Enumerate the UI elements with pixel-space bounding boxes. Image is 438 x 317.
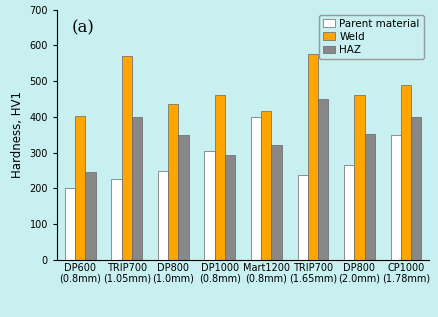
Bar [75,116,85,260]
Bar [308,54,318,260]
Y-axis label: Hardness, HV1: Hardness, HV1 [11,91,24,178]
Bar [65,188,75,260]
Bar [178,135,189,260]
Bar [111,179,122,260]
Bar [122,56,132,260]
Bar [158,171,168,260]
Bar [132,117,142,260]
Bar [318,99,328,260]
Bar [297,175,308,260]
Bar [391,135,401,260]
Bar [272,146,282,260]
Text: (a): (a) [72,20,95,36]
Bar [251,117,261,260]
Bar [215,95,225,260]
Legend: Parent material, Weld, HAZ: Parent material, Weld, HAZ [319,15,424,59]
Bar [168,104,178,260]
Bar [344,165,354,260]
Bar [85,172,95,260]
Bar [411,117,421,260]
Bar [205,151,215,260]
Bar [364,134,375,260]
Bar [225,155,235,260]
Bar [354,95,364,260]
Bar [401,85,411,260]
Bar [261,111,272,260]
